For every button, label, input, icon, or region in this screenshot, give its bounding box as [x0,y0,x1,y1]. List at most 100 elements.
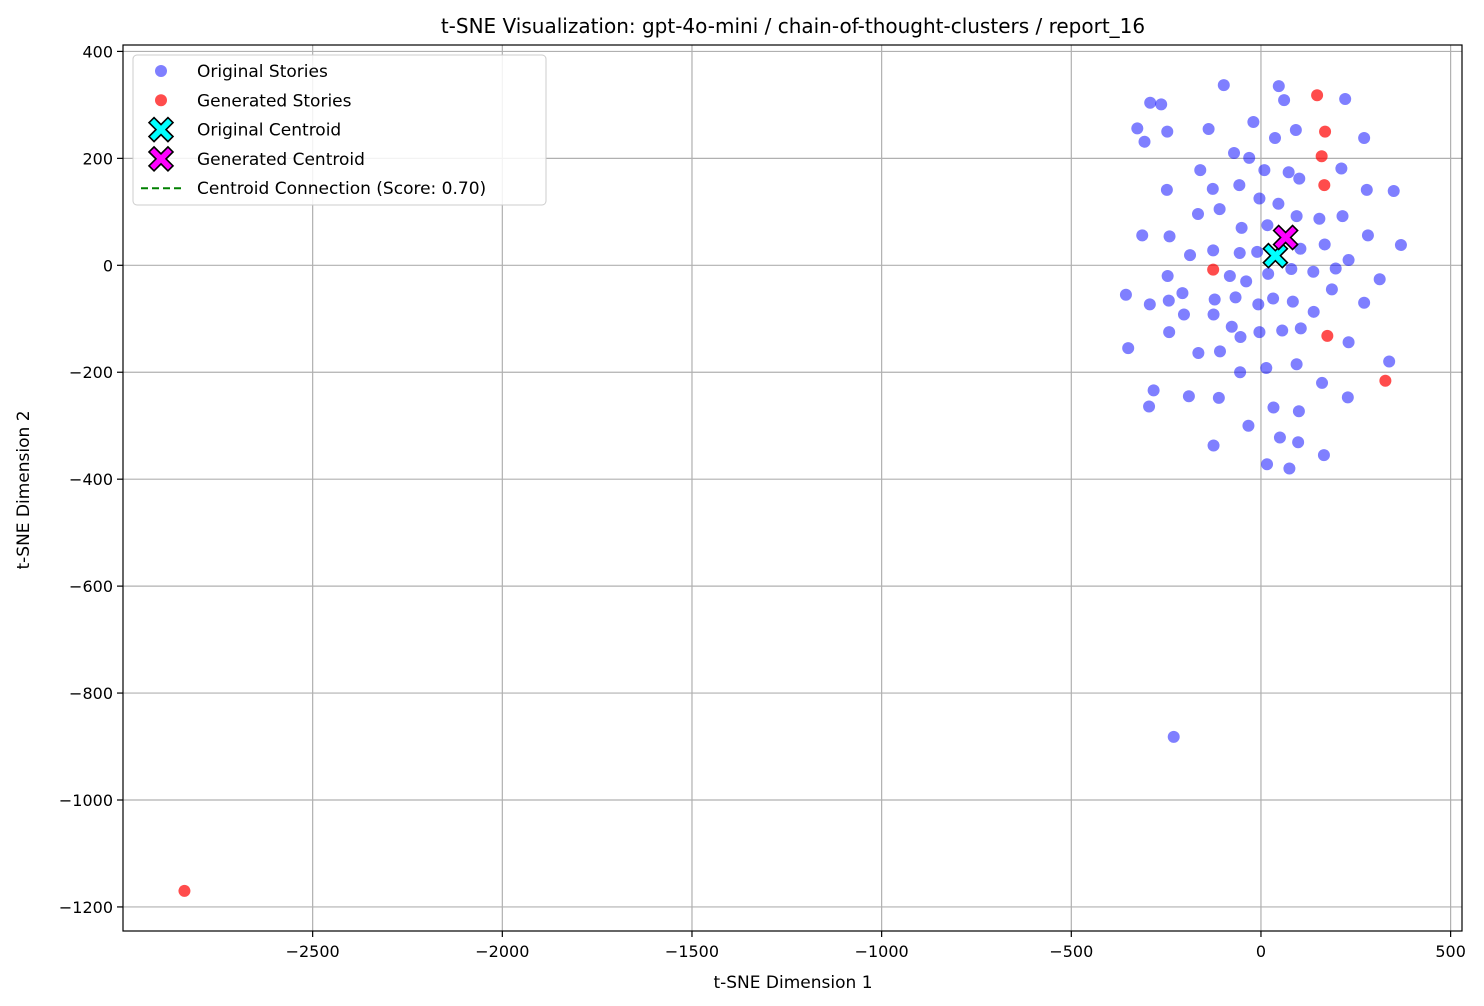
y-tick-label: 200 [82,149,113,168]
original-stories-point [1202,122,1215,135]
original-stories-point [1167,730,1180,743]
original-stories-point [1360,183,1373,196]
original-stories-point [1161,269,1174,282]
original-stories-point [1373,273,1386,286]
original-stories-point [1361,229,1374,242]
y-tick-label: 400 [82,42,113,61]
original-stories-point [1194,164,1207,177]
original-stories-point [1318,238,1331,251]
original-stories-point [1251,245,1264,258]
x-axis-label: t-SNE Dimension 1 [713,973,872,993]
original-stories-point [1213,345,1226,358]
original-stories-point [1262,267,1275,280]
original-stories-point [1261,458,1274,471]
original-stories-point [1177,308,1190,321]
original-stories-point [1283,462,1296,475]
original-stories-point [1260,361,1273,374]
original-stories-point [1358,132,1371,145]
legend-label-original-stories: Original Stories [197,62,328,82]
original-stories-point [1336,210,1349,223]
original-stories-point [1307,305,1320,318]
original-stories-point [1358,296,1371,309]
original-stories-point [1136,229,1149,242]
legend-marker-generated-centroid [147,145,175,173]
y-axis-label: t-SNE Dimension 2 [14,410,34,569]
original-stories-point [1290,358,1303,371]
legend: Original Stories Generated Stories Origina… [132,54,547,206]
generated-stories-point [1319,125,1332,138]
original-stories-point [1122,342,1135,355]
generated-centroid-marker [1272,224,1299,251]
original-stories-point [1161,125,1174,138]
original-stories-point [1233,246,1246,259]
generated-stories-point [1315,150,1328,163]
generated-stories-point [1379,374,1392,387]
original-stories-point [1325,283,1338,296]
original-stories-point [1191,207,1204,220]
x-tick-label: 0 [1256,942,1266,961]
chart-title: t-SNE Visualization: gpt-4o-mini / chain… [441,14,1145,38]
original-stories-point [1192,346,1205,359]
legend-marker-original-stories [155,65,167,77]
original-stories-point [1247,115,1260,128]
generated-stories-point [1318,179,1331,192]
y-tick-label: −1200 [59,898,113,917]
original-stories-point [1143,298,1156,311]
axis-ticks: −2500 −2000 −1500 −1000 −500 0 500−1200−1000−8… [59,42,1466,961]
original-stories-point [1383,355,1396,368]
original-stories-point [1234,330,1247,343]
original-stories-point [1155,98,1168,111]
x-tick-label: −2500 [286,942,340,961]
original-stories-point [1176,287,1189,300]
original-stories-point [1143,400,1156,413]
original-stories-point [1313,212,1326,225]
original-stories-point [1342,336,1355,349]
original-stories-point [1289,124,1302,137]
original-stories-point [1208,293,1221,306]
original-stories-point [1252,298,1265,311]
legend-marker-generated-stories [155,94,167,107]
original-stories-point [1213,203,1226,216]
original-stories-point [1147,384,1160,397]
legend-box [132,54,547,206]
original-stories-point [1160,183,1173,196]
generated-stories-point [1207,263,1220,276]
original-stories-point [1282,166,1295,179]
original-stories-point [1182,390,1195,403]
original-stories-point [1272,80,1285,93]
original-stories-point [1394,238,1407,251]
x-tick-label: −500 [1049,942,1093,961]
original-stories-point [1119,288,1132,301]
data-points [178,79,1407,897]
original-stories-point [1235,221,1248,234]
original-stories-point [1341,391,1354,404]
grid-lines [123,45,1462,931]
legend-label-original-centroid: Original Centroid [197,121,341,141]
original-stories-point [1212,391,1225,404]
original-stories-point [1273,431,1286,444]
original-stories-point [1184,249,1197,262]
original-centroid-marker [1262,242,1289,269]
generated-stories-point [178,884,191,897]
original-stories-point [1339,93,1352,106]
original-stories-point [1138,135,1151,148]
x-tick-label: −1500 [665,942,719,961]
original-stories-point [1294,322,1307,335]
generated-stories-point [1311,89,1324,102]
original-stories-point [1163,230,1176,243]
original-stories-point [1223,269,1236,282]
legend-label-generated-stories: Generated Stories [197,91,352,111]
original-stories-point [1207,244,1220,257]
plot-frame [122,44,1463,932]
original-stories-point [1307,265,1320,278]
original-stories-point [1228,147,1241,160]
original-stories-point [1342,253,1355,266]
original-stories-point [1217,79,1230,92]
original-stories-point [1253,192,1266,205]
original-stories-point [1329,262,1342,275]
original-stories-point [1278,94,1291,107]
original-stories-point [1163,326,1176,339]
original-stories-point [1285,263,1298,276]
original-stories-point [1261,219,1274,232]
y-tick-label: −200 [69,363,113,382]
